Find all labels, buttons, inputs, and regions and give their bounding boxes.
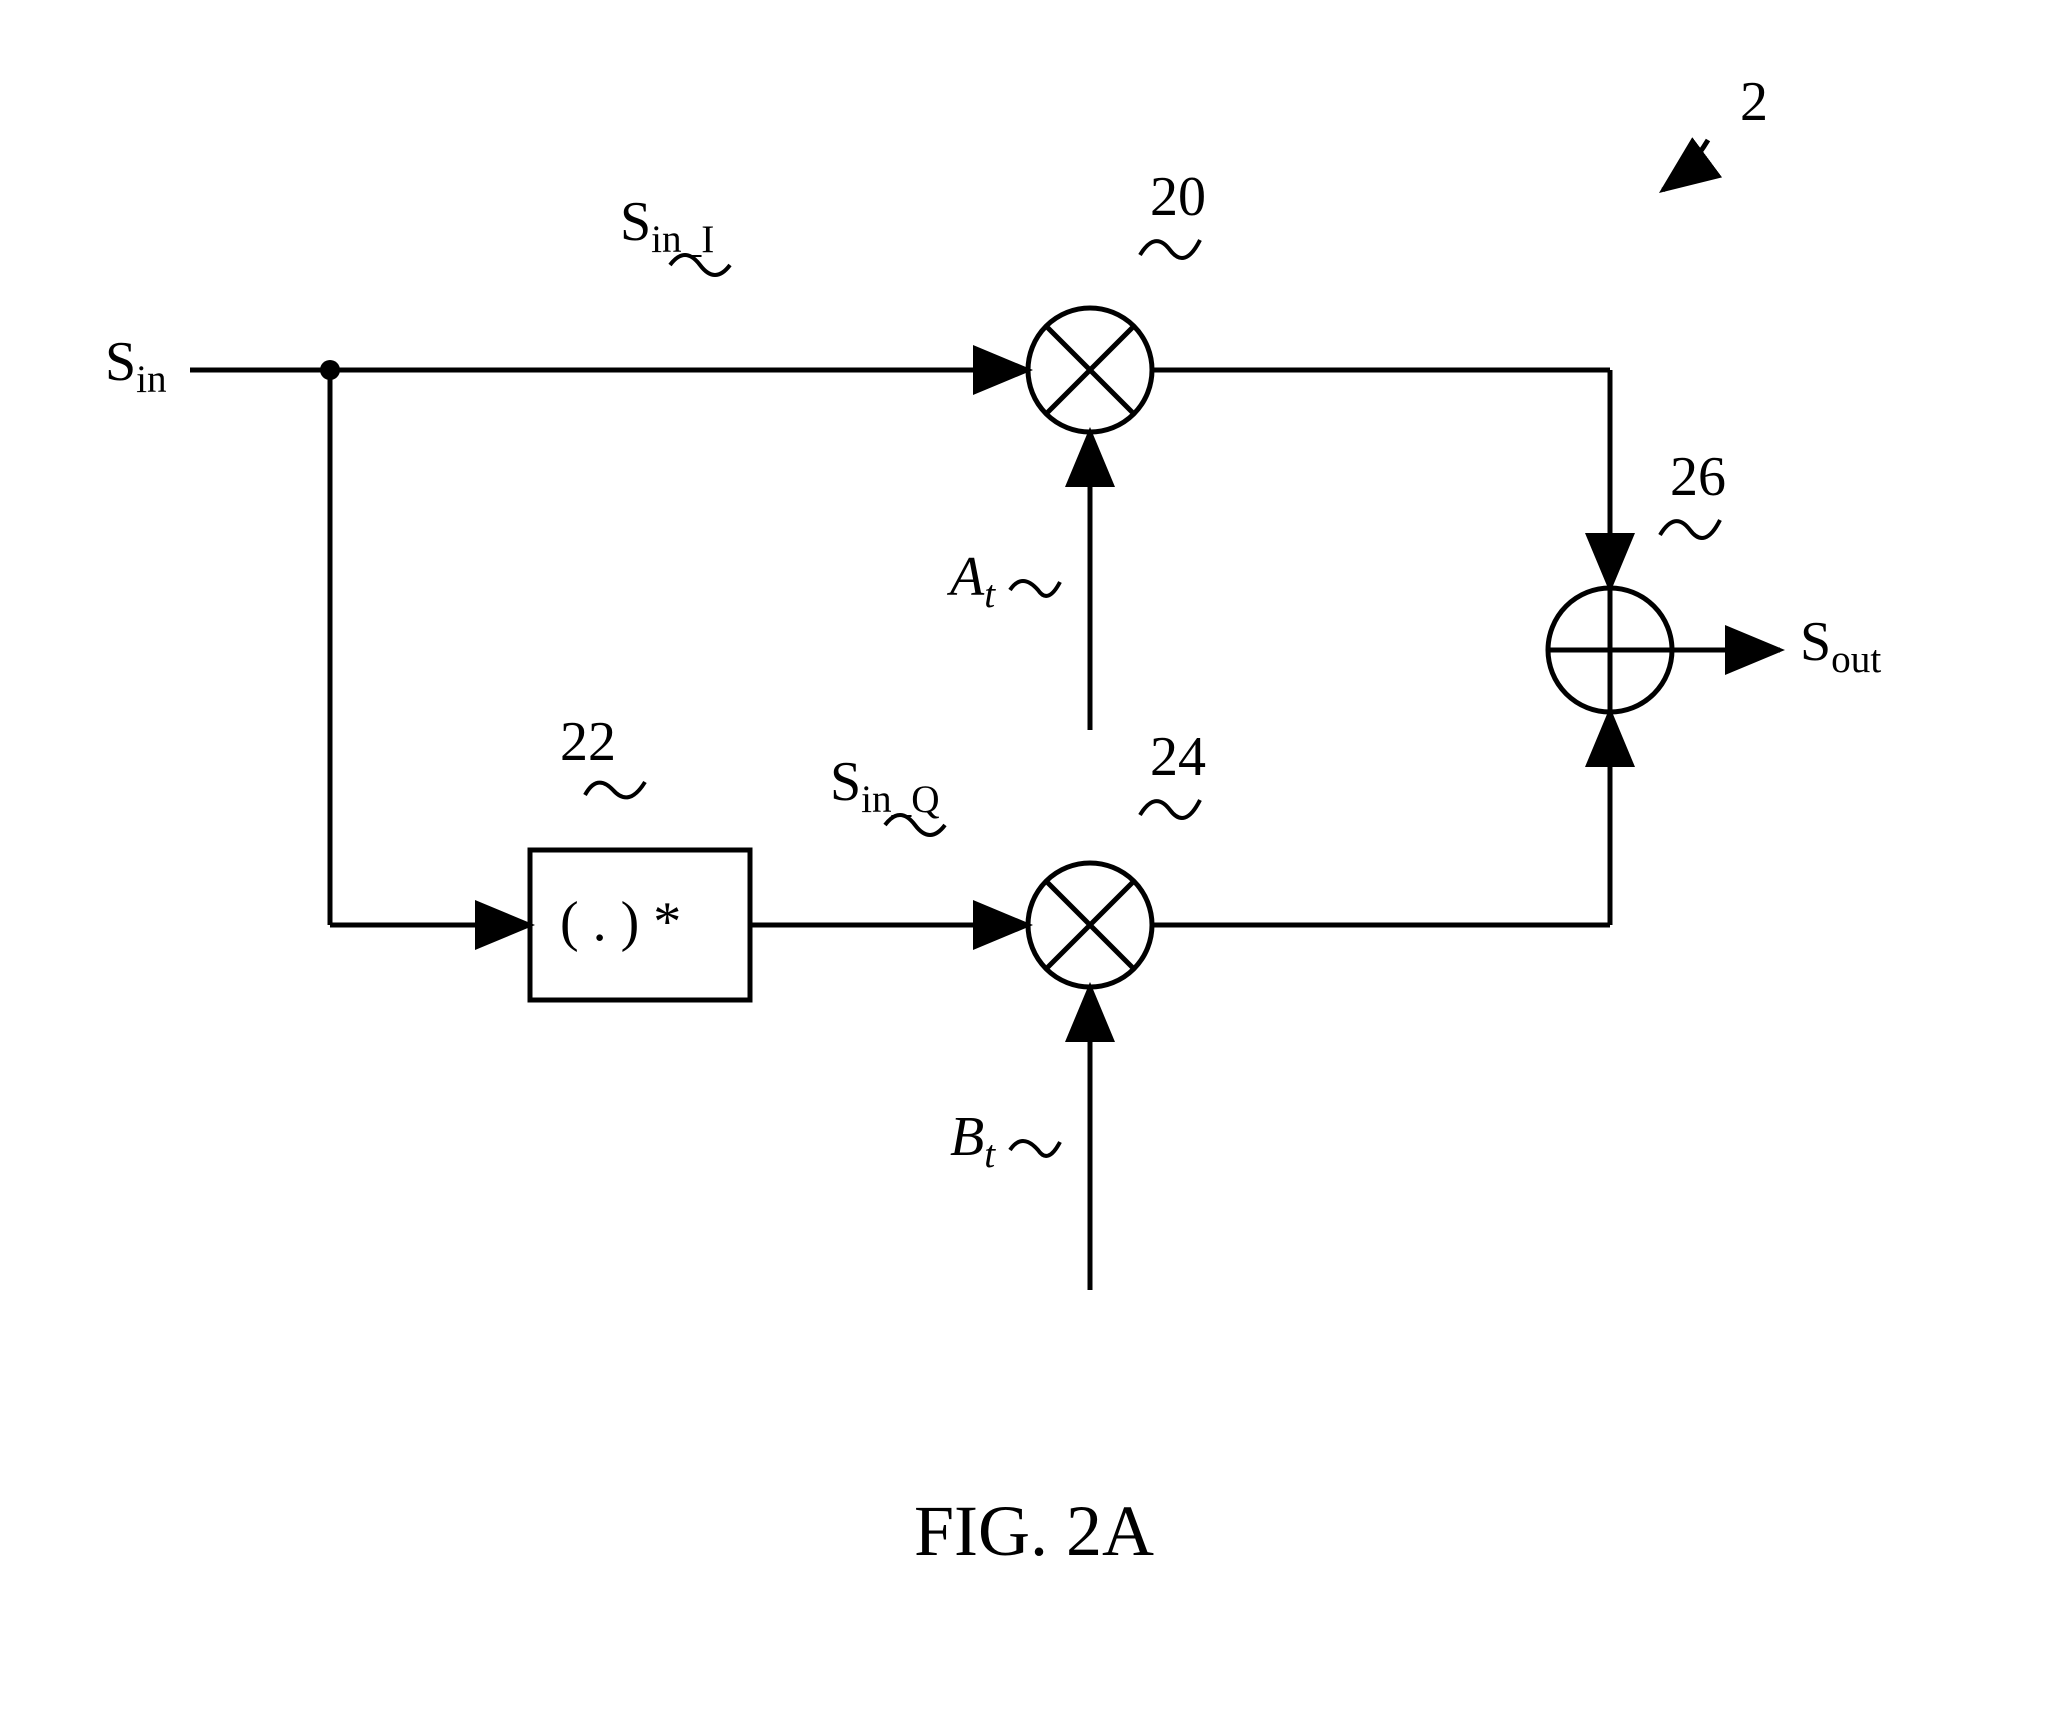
leader-system: [1663, 140, 1708, 190]
sin-sub: in: [136, 358, 166, 401]
leader-20: [1140, 240, 1200, 258]
leader-bt: [1010, 1141, 1060, 1156]
conj-text: ( . ) *: [560, 890, 681, 954]
sini-sub: in_I: [651, 218, 714, 261]
sin-q-label: Sin_Q: [830, 750, 940, 822]
bt-label: Bt: [950, 1105, 995, 1177]
leader-22: [585, 782, 645, 797]
leader-26: [1660, 520, 1720, 538]
output-label: Sout: [1800, 610, 1881, 682]
diagram-svg: [0, 0, 2068, 1722]
leader-at: [1010, 581, 1060, 596]
sin-i-label: Sin_I: [620, 190, 714, 262]
sout-text: S: [1800, 611, 1831, 673]
sout-sub: out: [1831, 638, 1881, 681]
signal-diagram: Sin Sin_I Sin_Q Sout At Bt ( . ) * 2 20 …: [0, 0, 2068, 1722]
input-label: Sin: [105, 330, 167, 402]
bt-text: B: [950, 1106, 984, 1168]
sini-text: S: [620, 191, 651, 253]
at-sub: t: [984, 573, 995, 616]
sin-text: S: [105, 331, 136, 393]
sinq-text: S: [830, 751, 861, 813]
ref-system: 2: [1740, 70, 1768, 134]
bt-sub: t: [984, 1133, 995, 1176]
at-text: A: [950, 546, 984, 608]
at-label: At: [950, 545, 995, 617]
ref-20: 20: [1150, 165, 1206, 229]
ref-24: 24: [1150, 725, 1206, 789]
leader-24: [1140, 800, 1200, 818]
ref-22: 22: [560, 710, 616, 774]
ref-26: 26: [1670, 445, 1726, 509]
sinq-sub: in_Q: [861, 778, 939, 821]
figure-caption: FIG. 2A: [914, 1490, 1154, 1573]
